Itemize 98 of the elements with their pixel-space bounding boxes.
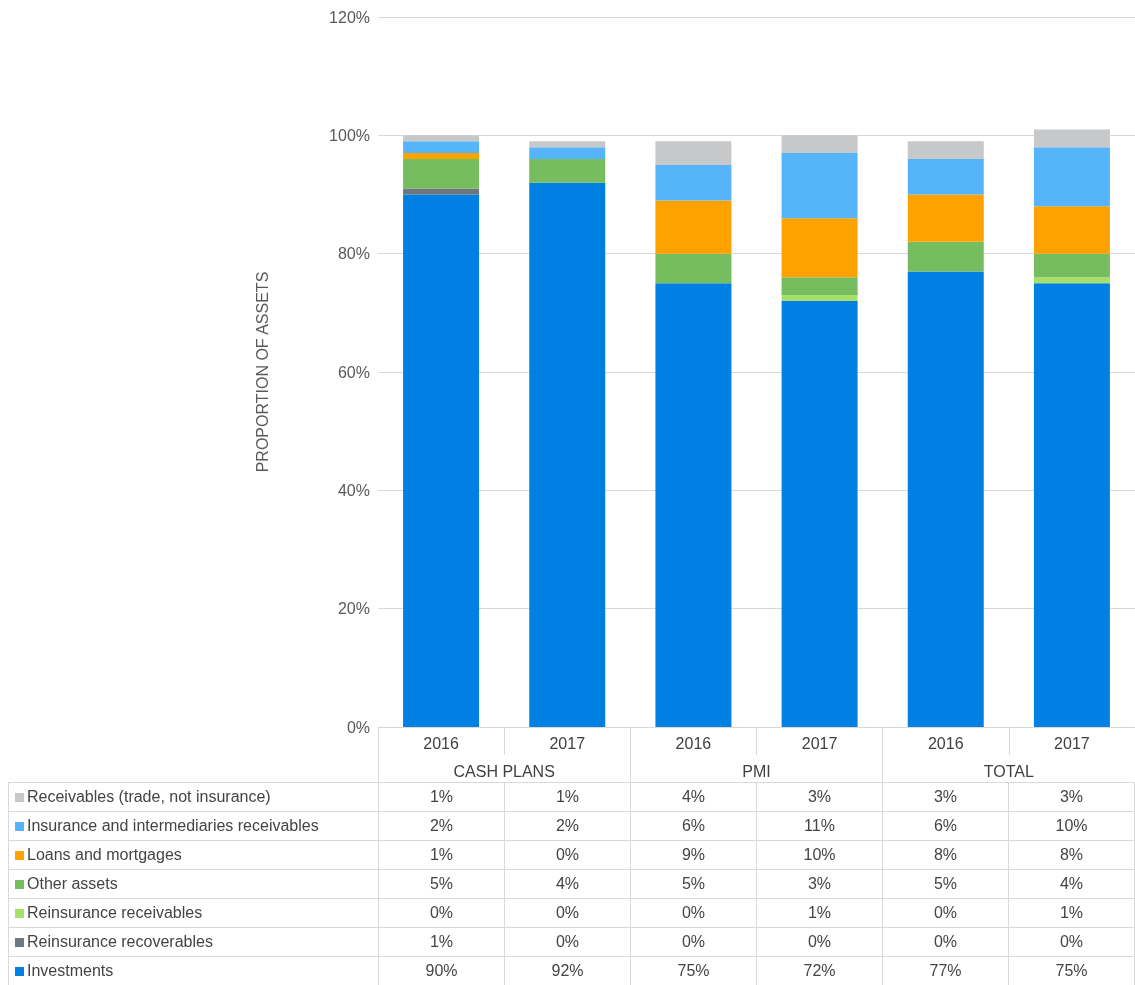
bar <box>781 277 858 296</box>
y-axis-title: PROPORTION OF ASSETS <box>253 271 271 473</box>
bar <box>907 271 984 727</box>
legend-label: Other assets <box>8 869 379 899</box>
data-label: 2% <box>504 811 631 841</box>
bar <box>781 153 858 219</box>
data-label: 8% <box>1008 840 1135 870</box>
bar <box>529 182 606 727</box>
data-label: 3% <box>756 782 883 812</box>
y-tick-label: 60% <box>337 363 370 381</box>
bar <box>529 147 606 159</box>
bar <box>403 141 480 154</box>
y-tick-label: 100% <box>329 126 370 144</box>
bar <box>781 301 858 727</box>
x-tick-label: 2017 <box>801 734 838 752</box>
bar <box>907 141 984 159</box>
legend-label: Reinsurance recoverables <box>8 927 379 957</box>
data-label: 1% <box>378 840 505 870</box>
x-tick-label: 2017 <box>1054 734 1090 752</box>
bar <box>403 159 480 189</box>
bar <box>403 135 480 142</box>
bar <box>781 218 858 278</box>
data-label: 1% <box>1008 898 1135 928</box>
bar <box>1033 147 1110 207</box>
data-label: 4% <box>630 782 757 812</box>
data-label: 75% <box>630 956 757 985</box>
bar <box>781 135 858 154</box>
bar <box>1033 129 1110 148</box>
data-label: 4% <box>1008 869 1135 899</box>
bar <box>1033 283 1110 727</box>
data-label: 10% <box>1008 811 1135 841</box>
bar <box>655 141 732 165</box>
bar <box>907 241 984 272</box>
data-label: 3% <box>882 782 1009 812</box>
bar <box>403 153 480 159</box>
bar <box>1033 277 1110 284</box>
data-label: 10% <box>756 840 883 870</box>
data-label: 0% <box>882 898 1009 928</box>
data-label: 0% <box>630 898 757 928</box>
y-tick-label: 0% <box>346 718 370 736</box>
bar <box>781 295 858 301</box>
bar <box>403 194 480 727</box>
bar <box>655 253 732 284</box>
y-tick-label: 40% <box>337 481 370 499</box>
bar <box>655 164 732 201</box>
legend-label: Loans and mortgages <box>8 840 379 870</box>
data-label: 9% <box>630 840 757 870</box>
y-tick-label: 120% <box>329 8 370 26</box>
legend-label: Insurance and intermediaries receivables <box>8 811 379 841</box>
data-label: 0% <box>504 927 631 957</box>
data-label: 1% <box>756 898 883 928</box>
bar <box>1033 253 1110 278</box>
data-label: 90% <box>378 956 505 985</box>
x-tick-label: 2016 <box>927 734 964 752</box>
bar <box>655 283 732 727</box>
bar <box>529 141 606 148</box>
x-tick-label: 2017 <box>549 734 586 752</box>
data-label: 11% <box>756 811 883 841</box>
data-label: 5% <box>378 869 505 899</box>
data-label: 6% <box>882 811 1009 841</box>
data-label: 75% <box>1008 956 1135 985</box>
data-label: 3% <box>756 869 883 899</box>
bar <box>655 200 732 254</box>
data-label: 0% <box>630 927 757 957</box>
data-label: 92% <box>504 956 631 985</box>
data-label: 72% <box>756 956 883 985</box>
bar <box>907 159 984 195</box>
bar <box>403 188 480 195</box>
data-label: 4% <box>504 869 631 899</box>
data-label: 0% <box>756 927 883 957</box>
data-label: 1% <box>504 782 631 812</box>
data-label: 77% <box>882 956 1009 985</box>
data-label: 0% <box>1008 927 1135 957</box>
data-label: 8% <box>882 840 1009 870</box>
data-label: 1% <box>378 927 505 957</box>
legend-label: Receivables (trade, not insurance) <box>8 782 379 812</box>
text: PMI <box>742 762 771 780</box>
data-label: 0% <box>504 898 631 928</box>
data-label: 2% <box>378 811 505 841</box>
text: CASH PLANS <box>453 762 555 780</box>
y-tick-label: 20% <box>337 600 370 618</box>
data-label: 1% <box>378 782 505 812</box>
x-tick-label: 2016 <box>423 734 459 752</box>
bar <box>529 159 606 183</box>
data-label: 6% <box>630 811 757 841</box>
text: TOTAL <box>983 762 1034 780</box>
data-label: 0% <box>882 927 1009 957</box>
data-label: 0% <box>504 840 631 870</box>
data-label: 5% <box>630 869 757 899</box>
legend-label: Investments <box>8 956 379 985</box>
legend-label: Reinsurance receivables <box>8 898 379 928</box>
data-label: 0% <box>378 898 505 928</box>
x-tick-label: 2016 <box>675 734 712 752</box>
data-label: 5% <box>882 869 1009 899</box>
bar <box>1033 206 1110 254</box>
data-label: 3% <box>1008 782 1135 812</box>
y-tick-label: 80% <box>337 245 370 263</box>
bar <box>907 194 984 242</box>
